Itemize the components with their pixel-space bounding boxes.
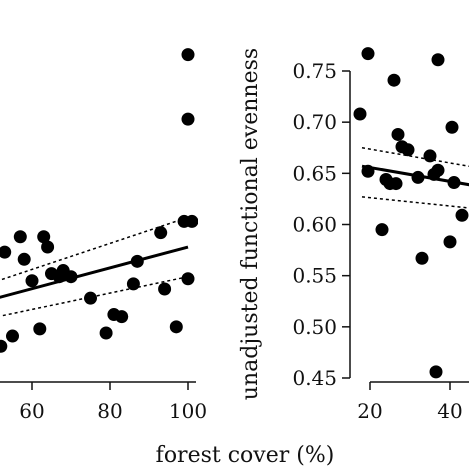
y-tick-label: 0.45	[292, 366, 337, 390]
data-point	[181, 272, 195, 286]
data-point	[455, 208, 469, 222]
y-axis-label: unadjusted functional evenness	[238, 48, 263, 400]
data-point	[6, 329, 19, 343]
data-point	[0, 339, 8, 353]
data-point	[126, 277, 140, 291]
data-point	[99, 326, 113, 340]
x-tick-label: 80	[97, 399, 122, 423]
data-point	[427, 167, 441, 181]
data-point	[411, 170, 425, 184]
data-point	[181, 48, 195, 62]
data-point	[447, 176, 461, 190]
data-point	[415, 251, 429, 265]
data-point	[25, 274, 39, 288]
data-point	[64, 270, 78, 284]
ci-lower-line	[0, 275, 189, 317]
x-axis-label: forest cover (%)	[156, 443, 335, 468]
ci-upper-line	[361, 147, 469, 168]
data-point	[383, 177, 397, 191]
right-panel: 20 40 0.45 0.50 0.55 0.60 0.65 0.70 0.75	[292, 47, 469, 423]
ci-lower-line	[361, 196, 469, 209]
data-point	[17, 252, 31, 266]
data-point	[401, 143, 415, 157]
data-point	[181, 112, 195, 126]
data-point	[37, 230, 51, 244]
data-point	[361, 164, 375, 178]
x-tick-label: 40	[437, 399, 462, 423]
data-point	[423, 149, 437, 163]
y-tick-label: 0.75	[292, 59, 337, 83]
data-point	[429, 365, 443, 379]
x-tick-label: 60	[19, 399, 44, 423]
data-point	[375, 223, 389, 237]
data-point	[387, 73, 401, 87]
data-point	[353, 107, 367, 121]
data-point	[33, 322, 47, 336]
data-point	[13, 230, 27, 244]
y-tick-label: 0.60	[292, 213, 337, 237]
fit-line	[0, 245, 189, 299]
data-point	[41, 240, 55, 254]
y-tick-label: 0.50	[292, 315, 337, 339]
data-point	[185, 214, 198, 228]
y-tick-label: 0.55	[292, 264, 337, 288]
data-point	[445, 120, 459, 134]
left-panel: 60 80 100	[0, 48, 207, 423]
data-point	[361, 47, 375, 61]
data-point	[154, 226, 168, 240]
x-tick-label: 20	[357, 399, 382, 423]
data-point	[391, 127, 405, 141]
data-point	[443, 235, 457, 249]
data-point	[158, 282, 172, 296]
data-point	[169, 320, 183, 334]
y-tick-label: 0.65	[292, 161, 337, 185]
data-point	[431, 53, 445, 67]
ci-upper-line	[0, 216, 189, 281]
x-tick-label: 100	[169, 399, 207, 423]
data-point	[115, 310, 129, 324]
data-point	[0, 245, 12, 259]
data-point	[130, 254, 144, 268]
data-point	[84, 291, 97, 305]
y-tick-label: 0.70	[292, 110, 337, 134]
